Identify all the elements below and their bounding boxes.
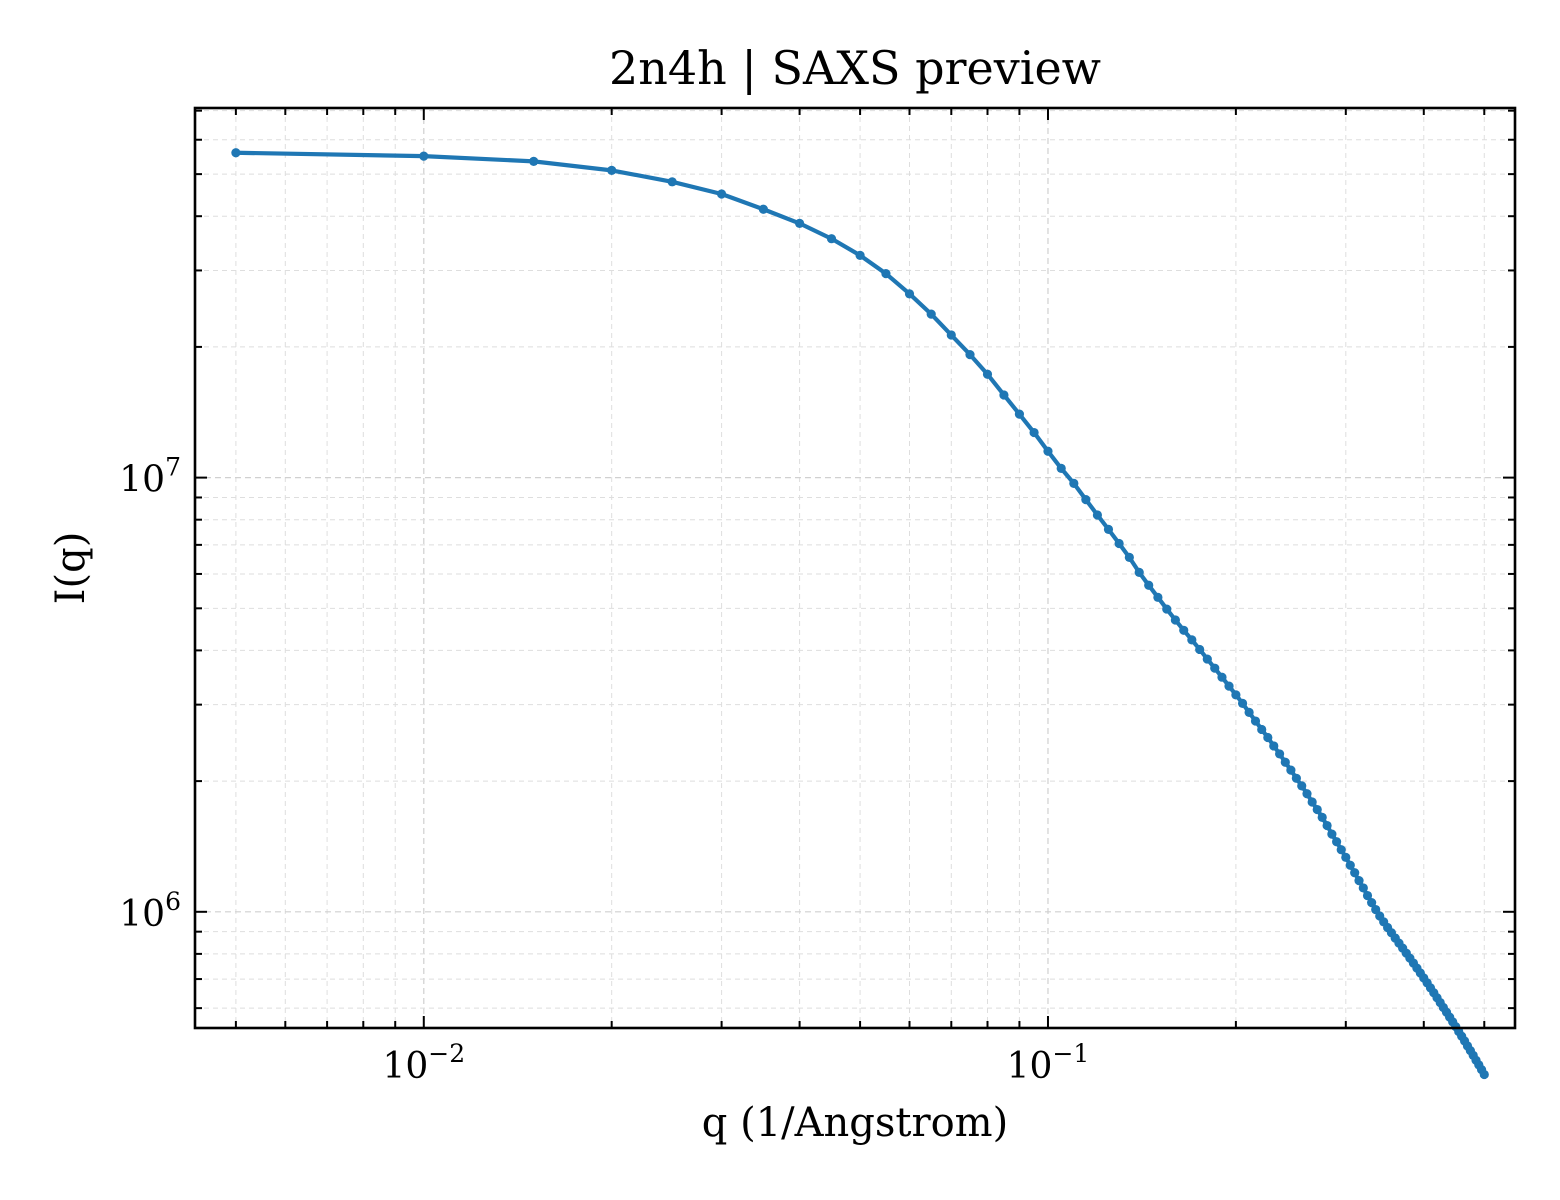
- data-point: [982, 369, 993, 379]
- data-point: [1350, 868, 1360, 878]
- data-point: [758, 204, 768, 214]
- data-point: [881, 269, 891, 279]
- data-point: [717, 189, 727, 199]
- data-point: [1250, 716, 1261, 726]
- data-point: [1092, 510, 1103, 520]
- data-point: [1244, 707, 1254, 717]
- data-point: [794, 218, 805, 229]
- data-point: [1358, 883, 1368, 893]
- data-point: [231, 148, 241, 158]
- data-point: [1187, 635, 1197, 645]
- x-tick-label: 10−1: [1007, 1039, 1090, 1087]
- data-point: [1297, 781, 1307, 791]
- data-point: [855, 250, 865, 260]
- data-point: [1332, 837, 1342, 847]
- data-point: [1103, 524, 1114, 534]
- data-point: [1280, 757, 1290, 767]
- data-point: [1217, 672, 1227, 682]
- data-point: [1069, 478, 1079, 488]
- data-point: [1224, 681, 1234, 691]
- data-point: [419, 151, 429, 161]
- x-axis-label: q (1/Angstrom): [702, 1100, 1008, 1146]
- y-tick-label: 107: [119, 453, 181, 501]
- data-point: [1153, 592, 1163, 602]
- data-point: [1367, 898, 1377, 908]
- data-point: [1327, 829, 1337, 839]
- data-point: [667, 177, 677, 187]
- data-point: [1479, 1069, 1489, 1080]
- data-point: [946, 330, 956, 340]
- data-point: [1014, 409, 1025, 419]
- data-point: [1134, 567, 1144, 577]
- data-point: [1124, 552, 1134, 563]
- grid: [195, 108, 1515, 1028]
- data-point: [1237, 698, 1248, 708]
- data-point: [1029, 427, 1039, 438]
- data-point: [1231, 690, 1241, 700]
- data-point: [1043, 446, 1053, 456]
- series-layer: [231, 148, 1489, 1080]
- data-point: [1291, 773, 1301, 783]
- ticks: 10−2 10−1 106 107: [119, 108, 1515, 1087]
- data-point: [1341, 852, 1351, 862]
- data-point: [1322, 820, 1332, 831]
- data-point: [926, 309, 936, 319]
- y-tick-label: 106: [119, 887, 181, 935]
- data-point: [1257, 724, 1267, 735]
- data-point: [904, 289, 915, 299]
- data-point: [1362, 890, 1373, 901]
- data-point: [1179, 625, 1189, 635]
- data-point: [1286, 765, 1296, 775]
- y-axis-label: I(q): [48, 532, 94, 605]
- data-point: [1275, 749, 1285, 759]
- data-point: [1170, 615, 1180, 625]
- data-point: [1354, 876, 1364, 886]
- data-point: [999, 390, 1009, 400]
- data-point: [529, 156, 539, 166]
- chart-title: 2n4h | SAXS preview: [609, 41, 1101, 95]
- data-point: [826, 234, 837, 244]
- data-point: [1202, 654, 1212, 664]
- data-point: [1307, 797, 1317, 807]
- plot-frame: [193, 106, 1517, 1030]
- data-point: [965, 350, 975, 360]
- x-tick-label: 10−2: [382, 1039, 465, 1087]
- data-point: [1312, 804, 1322, 815]
- data-point: [1336, 845, 1346, 855]
- data-point: [1162, 604, 1172, 614]
- data-point: [1114, 538, 1124, 549]
- data-point: [1195, 644, 1205, 655]
- data-point: [1263, 732, 1273, 743]
- data-point: [1269, 741, 1279, 751]
- data-point: [1056, 463, 1066, 474]
- data-point: [1081, 494, 1091, 505]
- data-point: [1345, 860, 1355, 870]
- data-point: [1210, 663, 1220, 673]
- data-point: [607, 165, 617, 175]
- data-point: [1144, 580, 1154, 590]
- data-point: [1302, 789, 1312, 799]
- data-point: [1317, 812, 1327, 822]
